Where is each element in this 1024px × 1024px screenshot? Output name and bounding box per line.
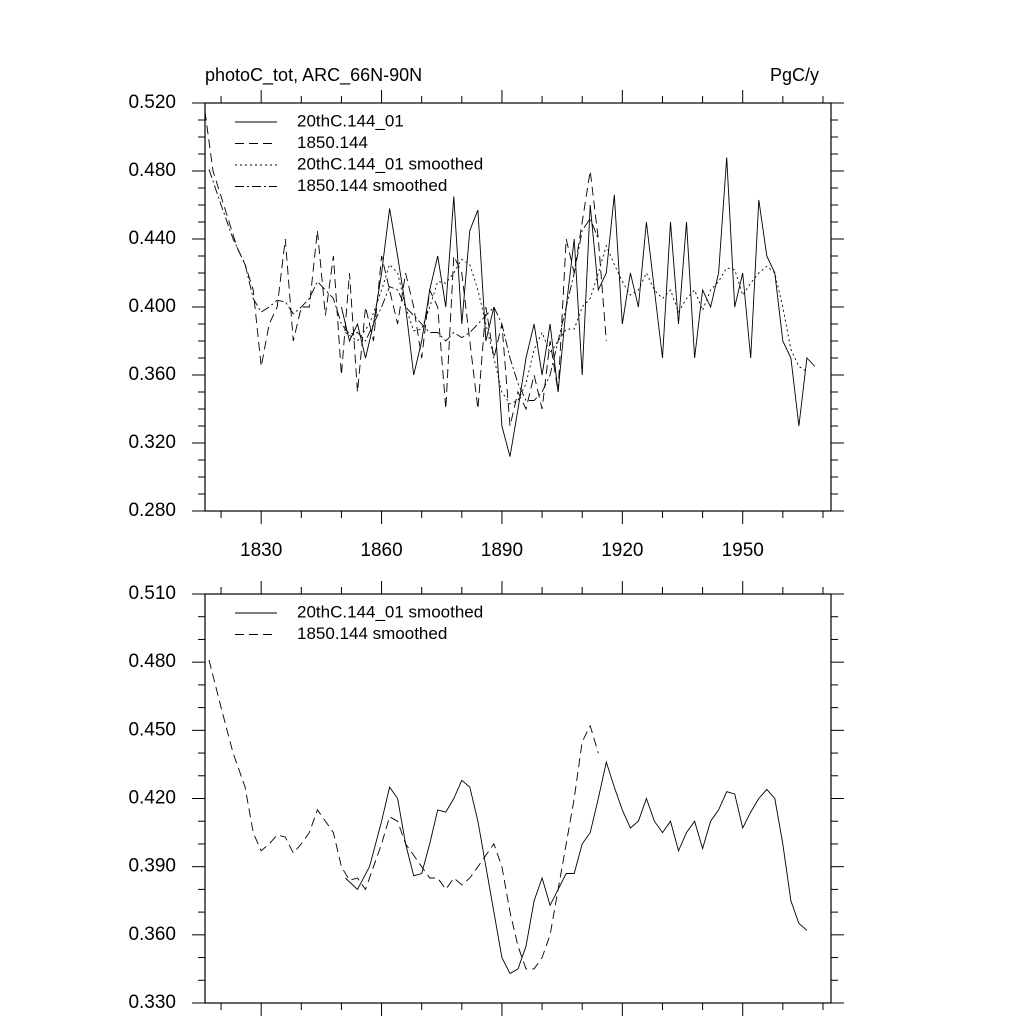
y-units: PgC/y (770, 65, 819, 85)
legend-label: 1850.144 smoothed (297, 176, 447, 195)
legend-label: 20thC.144_01 smoothed (297, 154, 483, 173)
y-tick-label: 0.420 (128, 788, 176, 809)
x-tick-label: 1830 (240, 540, 282, 561)
data-line (345, 760, 808, 975)
x-tick-label: 1890 (481, 540, 523, 561)
y-tick-label: 0.330 (128, 992, 176, 1013)
x-tick-label: 1950 (722, 540, 764, 561)
legend-label: 1850.144 smoothed (297, 624, 447, 643)
y-tick-label: 0.450 (128, 719, 176, 740)
y-tick-label: 0.520 (128, 92, 176, 113)
y-tick-label: 0.320 (128, 432, 176, 453)
y-tick-label: 0.480 (128, 160, 176, 181)
x-tick-label: 1920 (601, 540, 643, 561)
legend-label: 20thC.144_01 (297, 111, 404, 130)
legend-label: 1850.144 (297, 133, 368, 152)
data-line (208, 659, 599, 970)
y-tick-label: 0.360 (128, 364, 176, 385)
y-tick-label: 0.400 (128, 296, 176, 317)
legend-label: 20thC.144_01 smoothed (297, 602, 483, 621)
data-line (340, 157, 816, 457)
y-tick-label: 0.280 (128, 500, 176, 521)
y-tick-label: 0.390 (128, 856, 176, 877)
y-tick-label: 0.510 (128, 583, 176, 604)
chart-title: photoC_tot, ARC_66N-90N (205, 65, 422, 86)
y-tick-label: 0.440 (128, 228, 176, 249)
data-line (345, 244, 808, 405)
x-tick-label: 1860 (360, 540, 402, 561)
plot-frame (204, 593, 832, 1004)
data-line (204, 111, 607, 427)
y-tick-label: 0.360 (128, 924, 176, 945)
y-tick-label: 0.480 (128, 651, 176, 672)
data-line (208, 169, 599, 401)
